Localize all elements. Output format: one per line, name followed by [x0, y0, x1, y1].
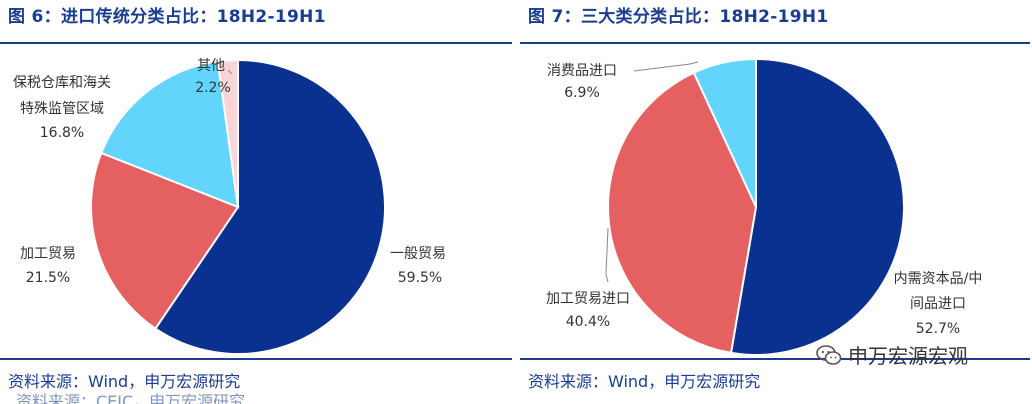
- source-note-cropped: 资料来源：CEIC，申万宏源研究: [16, 392, 246, 404]
- slice-value-consumer: 6.9%: [564, 85, 600, 101]
- slice-label-consumer: 消费品进口: [547, 63, 617, 79]
- leader-line-consumer: [633, 61, 699, 72]
- title-divider: [0, 42, 512, 44]
- slice-label-other: 其他: [197, 58, 225, 74]
- chart-title: 图 6：进口传统分类占比：18H2-19H1: [8, 7, 326, 27]
- slice-label-domestic-line2: 间品进口: [910, 296, 966, 312]
- pie-chart-left: 其他 2.2% 保税仓库和海关 特殊监管区域 16.8% 加工贸易 21.5% …: [13, 58, 446, 355]
- slice-value-general: 59.5%: [398, 270, 442, 286]
- pie-right-slice-2: [692, 57, 757, 208]
- pie-left-slice-1: [90, 151, 240, 330]
- slice-label-general: 一般贸易: [390, 246, 446, 262]
- chart-title: 图 7：三大类分类占比：18H2-19H1: [528, 7, 829, 27]
- pie-chart-right: 消费品进口 6.9% 加工贸易进口 40.4% 内需资本品/中 间品进口 52.…: [546, 57, 983, 356]
- source-note: 资料来源：Wind，申万宏源研究: [528, 372, 761, 391]
- watermark: 申万宏源宏观: [816, 340, 968, 369]
- pie-right-slice-1: [607, 71, 758, 355]
- source-divider: [0, 358, 512, 360]
- slice-value-processing: 40.4%: [566, 314, 610, 330]
- slice-value-bonded: 16.8%: [40, 125, 84, 141]
- slice-value-processing: 21.5%: [26, 270, 70, 286]
- slice-label-processing: 加工贸易进口: [546, 291, 630, 307]
- slice-value-domestic: 52.7%: [916, 321, 960, 337]
- source-divider: [520, 358, 1030, 360]
- slice-label-bonded-line1: 保税仓库和海关: [13, 75, 111, 91]
- pie-left-slice-0: [153, 58, 386, 355]
- slice-label-processing: 加工贸易: [20, 246, 76, 262]
- title-divider: [520, 42, 1030, 44]
- chart-panel-right: 图 7：三大类分类占比：18H2-19H1 消费品进口 6.9% 加工贸易进口 …: [520, 0, 1032, 404]
- pie-left-slice-2: [100, 60, 240, 209]
- wechat-icon: [816, 344, 842, 365]
- slice-label-domestic-line1: 内需资本品/中: [894, 271, 983, 287]
- source-note: 资料来源：Wind，申万宏源研究: [8, 372, 241, 391]
- pie-right-slice-0: [729, 57, 905, 356]
- slice-label-bonded-line2: 特殊监管区域: [20, 101, 104, 117]
- slice-value-other: 2.2%: [195, 80, 231, 96]
- pie-left-slice-3: [216, 58, 239, 208]
- leader-line-other: [227, 69, 233, 75]
- watermark-text: 申万宏源宏观: [848, 344, 968, 368]
- leader-line-processing: [605, 227, 609, 283]
- chart-panel-left: 图 6：进口传统分类占比：18H2-19H1 其他 2.2% 保税仓库和海关 特…: [0, 0, 514, 404]
